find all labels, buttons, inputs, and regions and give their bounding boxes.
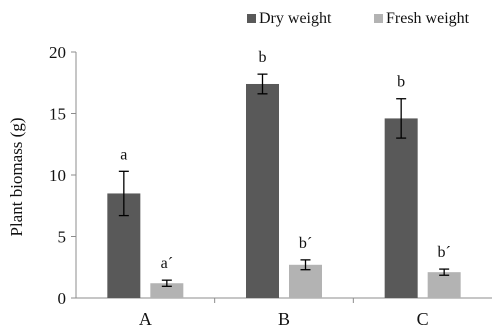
legend-label: Dry weight (259, 10, 332, 27)
legend-swatch (247, 14, 256, 23)
y-axis-title: Plant biomass (g) (7, 118, 26, 237)
y-tick-label: 10 (49, 166, 66, 185)
bar-dry-weight (384, 118, 418, 298)
bar-fresh-weight (427, 272, 461, 298)
bar-dry-weight (246, 83, 279, 298)
data-label: a (120, 146, 127, 163)
y-tick-label: 0 (58, 289, 67, 308)
bars: a a´ b b´ b b´ (107, 49, 461, 298)
data-label: b (259, 49, 267, 66)
legend: Dry weight Fresh weight (247, 10, 470, 27)
x-tick-label: C (417, 309, 429, 329)
x-tick-label: A (139, 309, 152, 329)
x-tick-label: B (278, 309, 290, 329)
data-label: a´ (161, 255, 173, 272)
data-label: b´ (438, 244, 451, 261)
data-label: b´ (299, 235, 312, 252)
bar-fresh-weight (150, 283, 184, 298)
data-label: b (397, 74, 405, 91)
y-tick-label: 15 (49, 105, 66, 124)
axes: 0 5 10 15 20 A B C (49, 43, 492, 329)
y-tick-label: 20 (49, 43, 66, 62)
legend-label: Fresh weight (386, 10, 470, 27)
legend-swatch (374, 14, 383, 23)
y-tick-label: 5 (58, 228, 67, 247)
